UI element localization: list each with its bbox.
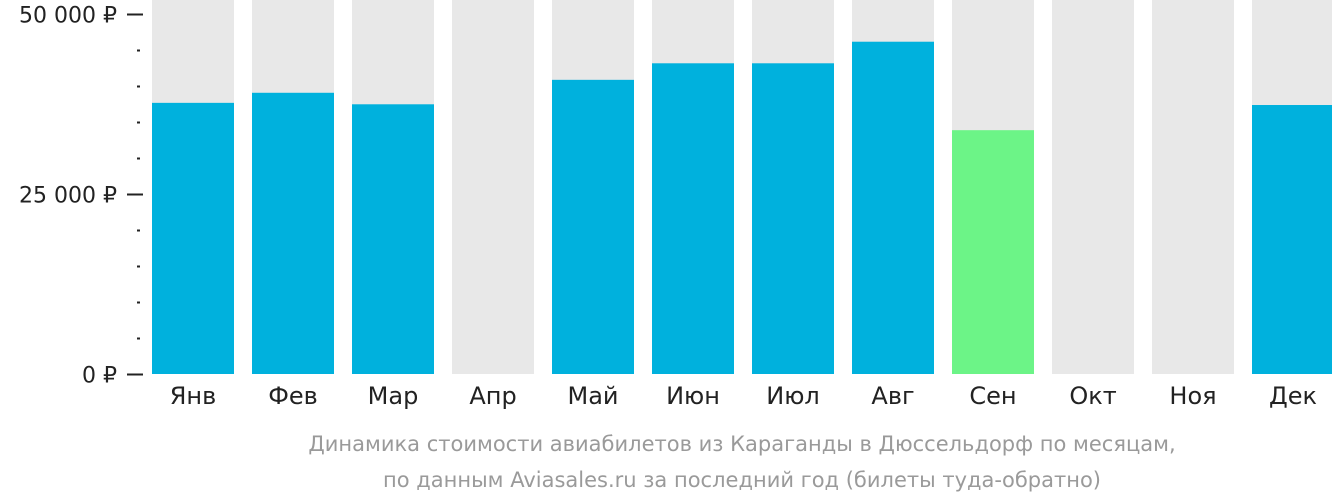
price-chart: 0 ₽ 25 000 ₽ 50 000 ₽ Янв Фев Мар Апр Май Июн Ию… xyxy=(19,0,1332,410)
x-tick-label: Ноя xyxy=(1169,382,1216,410)
x-tick-label: Окт xyxy=(1069,382,1116,410)
bar-1 xyxy=(152,102,234,374)
bar-12 xyxy=(1252,105,1332,374)
bar-5 xyxy=(552,79,634,374)
bar-background xyxy=(1152,0,1234,374)
x-tick-label: Фев xyxy=(268,382,318,410)
y-tick-label: 25 000 ₽ xyxy=(19,184,117,209)
bar-9 xyxy=(952,130,1034,374)
x-tick-label: Май xyxy=(567,382,618,410)
x-tick-label: Авг xyxy=(871,382,914,410)
bar-background xyxy=(452,0,534,374)
chart-caption-line-1: Динамика стоимости авиабилетов из Карага… xyxy=(308,432,1176,456)
x-tick-label: Апр xyxy=(469,382,516,410)
y-tick-label: 50 000 ₽ xyxy=(19,4,117,29)
bar-8 xyxy=(852,41,934,374)
bar-2 xyxy=(252,92,334,375)
chart-caption-line-2: по данным Aviasales.ru за последний год … xyxy=(383,468,1101,492)
y-tick-label: 0 ₽ xyxy=(82,364,117,389)
x-tick-label: Янв xyxy=(170,382,217,410)
x-tick-label: Июл xyxy=(766,382,820,410)
y-axis: 0 ₽ 25 000 ₽ 50 000 ₽ xyxy=(19,4,143,389)
x-tick-label: Мар xyxy=(368,382,419,410)
bar-7 xyxy=(752,63,834,375)
bar-3 xyxy=(352,104,434,375)
x-axis-labels: Янв Фев Мар Апр Май Июн Июл Авг Сен Окт Ноя Дек xyxy=(170,382,1317,410)
x-tick-label: Июн xyxy=(666,382,720,410)
bar-6 xyxy=(652,63,734,375)
x-tick-label: Сен xyxy=(969,382,1016,410)
bar-background xyxy=(1052,0,1134,374)
x-tick-label: Дек xyxy=(1269,382,1317,410)
bars xyxy=(152,41,1332,375)
